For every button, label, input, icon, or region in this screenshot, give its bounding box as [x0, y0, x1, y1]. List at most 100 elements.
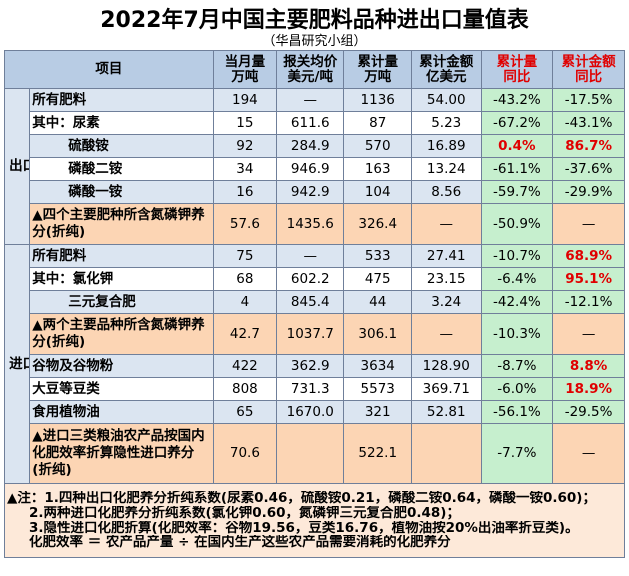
header-item: 项目 [4, 50, 214, 89]
cell-month-qty: 42.7 [212, 313, 278, 355]
cell-cum-qty: 570 [343, 134, 412, 158]
cell-cum-amount: 3.24 [410, 290, 482, 314]
cell-cum-amount-yoy: 86.7% [552, 134, 625, 158]
cell-cum-qty: 104 [343, 180, 412, 204]
cell-cum-amount-yoy: -12.1% [552, 290, 625, 314]
row-name: ▲进口三类粮油农产品按国内化肥效率折算隐性进口养分(折纯) [29, 423, 214, 484]
fertilizer-trade-table: 项目 当月量 万吨 报关均价 美元/吨 累计量 万吨 累计金额 亿美元 累计量 同比 累计… [3, 50, 625, 558]
section-label-import: 进口 [3, 244, 31, 484]
table-row: 其中：氯化钾 68 602.2 475 23.15 -6.4% 95.1% [5, 267, 625, 291]
cell-cum-qty-yoy: -43.2% [480, 88, 554, 112]
cell-month-qty: 194 [212, 88, 278, 112]
page-title: 2022年7月中国主要肥料品种进出口量值表 [100, 8, 529, 33]
cell-cum-amount-yoy: -29.5% [552, 400, 625, 424]
row-name: 大豆等豆类 [29, 377, 214, 401]
cell-month-qty: 92 [212, 134, 278, 158]
cell-avg-price: — [276, 244, 345, 268]
cell-cum-qty-yoy: -50.9% [480, 203, 554, 245]
cell-cum-amount: — [410, 203, 482, 245]
cell-avg-price [276, 423, 345, 484]
cell-cum-amount-yoy: 18.9% [552, 377, 625, 401]
cell-cum-qty: 44 [343, 290, 412, 314]
header-cum-qty-yoy: 累计量 同比 [480, 50, 554, 89]
cell-cum-qty: 533 [343, 244, 412, 268]
table-row: ▲四个主要肥种所含氮磷钾养分(折纯) 57.6 1435.6 326.4 — -… [5, 203, 625, 245]
cell-cum-amount: 16.89 [410, 134, 482, 158]
cell-cum-qty: 321 [343, 400, 412, 424]
cell-avg-price: 611.6 [276, 111, 345, 135]
row-name: ▲两个主要品种所含氮磷钾养分(折纯) [29, 313, 214, 355]
table-row: 磷酸二铵 34 946.9 163 13.24 -61.1% -37.6% [5, 157, 625, 181]
cell-cum-amount-yoy: — [552, 423, 625, 484]
cell-cum-qty-yoy: -10.3% [480, 313, 554, 355]
table-row: 进口 所有肥料 75 — 533 27.41 -10.7% 68.9% [3, 244, 625, 484]
cell-cum-qty-yoy: -6.0% [480, 377, 554, 401]
cell-cum-amount: 5.23 [410, 111, 482, 135]
cell-month-qty: 422 [212, 354, 278, 378]
cell-cum-amount-yoy: — [552, 313, 625, 355]
cell-avg-price: 1670.0 [276, 400, 345, 424]
cell-cum-qty: 1136 [343, 88, 412, 112]
cell-cum-qty-yoy: -6.4% [480, 267, 554, 291]
cell-cum-amount-yoy: 8.8% [552, 354, 625, 378]
cell-cum-amount-yoy: -43.1% [552, 111, 625, 135]
section-label-export: 出口 [3, 88, 31, 245]
cell-avg-price: 731.3 [276, 377, 345, 401]
cell-cum-amount: 27.41 [410, 244, 482, 268]
cell-cum-amount: — [410, 313, 482, 355]
row-name: 所有肥料 [29, 244, 214, 268]
cell-month-qty: 4 [212, 290, 278, 314]
cell-month-qty: 34 [212, 157, 278, 181]
cell-avg-price: 602.2 [276, 267, 345, 291]
row-name: 其中：尿素 [29, 111, 214, 135]
cell-avg-price: 362.9 [276, 354, 345, 378]
cell-month-qty: 57.6 [212, 203, 278, 245]
header-avg-price: 报关均价 美元/吨 [276, 50, 345, 89]
header-month-qty: 当月量 万吨 [212, 50, 278, 89]
cell-cum-qty-yoy: -10.7% [480, 244, 554, 268]
cell-cum-qty: 163 [343, 157, 412, 181]
cell-cum-qty-yoy: -67.2% [480, 111, 554, 135]
header-cum-amount-yoy: 累计金额 同比 [552, 50, 625, 89]
cell-avg-price: 1037.7 [276, 313, 345, 355]
cell-month-qty: 15 [212, 111, 278, 135]
cell-cum-qty: 326.4 [343, 203, 412, 245]
cell-avg-price: 942.9 [276, 180, 345, 204]
row-name: 所有肥料 [29, 88, 214, 112]
cell-cum-qty: 306.1 [343, 313, 412, 355]
table-row: ▲两个主要品种所含氮磷钾养分(折纯) 42.7 1037.7 306.1 — -… [5, 313, 625, 355]
row-name: 三元复合肥 [29, 290, 214, 314]
cell-cum-qty-yoy: -7.7% [480, 423, 554, 484]
cell-cum-amount-yoy: 68.9% [552, 244, 625, 268]
cell-cum-amount-yoy: -37.6% [552, 157, 625, 181]
cell-month-qty: 16 [212, 180, 278, 204]
note-line: 3.隐性进口化肥折算(化肥效率：谷物19.56，豆类16.76，植物油按20%出… [29, 520, 579, 536]
header-cum-qty: 累计量 万吨 [343, 50, 412, 89]
cell-cum-amount-yoy: -29.9% [552, 180, 625, 204]
table-row: 谷物及谷物粉 422 362.9 3634 128.90 -8.7% 8.8% [5, 354, 625, 378]
cell-cum-amount: 8.56 [410, 180, 482, 204]
cell-month-qty: 70.6 [212, 423, 278, 484]
table-row: 大豆等豆类 808 731.3 5573 369.71 -6.0% 18.9% [5, 377, 625, 401]
table-row: ▲进口三类粮油农产品按国内化肥效率折算隐性进口养分(折纯) 70.6 522.1… [5, 423, 625, 484]
cell-avg-price: — [276, 88, 345, 112]
cell-month-qty: 68 [212, 267, 278, 291]
cell-month-qty: 75 [212, 244, 278, 268]
table-row: 食用植物油 65 1670.0 321 52.81 -56.1% -29.5% [5, 400, 625, 424]
row-name: ▲四个主要肥种所含氮磷钾养分(折纯) [29, 203, 214, 245]
row-name: 食用植物油 [29, 400, 214, 424]
cell-cum-amount: 369.71 [410, 377, 482, 401]
cell-cum-qty-yoy: 0.4% [480, 134, 554, 158]
notes: ▲注：1.四种出口化肥养分折纯系数(尿素0.46，硫酸铵0.21，磷酸二铵0.6… [4, 483, 625, 558]
cell-cum-amount: 52.81 [410, 400, 482, 424]
note-line: 化肥效率 ＝ 农产品产量 ÷ 在国内生产这些农产品需要消耗的化肥养分 [29, 535, 451, 551]
cell-cum-amount-yoy: 95.1% [552, 267, 625, 291]
cell-cum-qty: 3634 [343, 354, 412, 378]
notes-row: ▲注：1.四种出口化肥养分折纯系数(尿素0.46，硫酸铵0.21，磷酸二铵0.6… [4, 483, 625, 558]
cell-cum-amount [410, 423, 482, 484]
cell-cum-amount: 13.24 [410, 157, 482, 181]
cell-month-qty: 808 [212, 377, 278, 401]
note-line: 2.两种进口化肥养分折纯系数(氯化钾0.60，氮磷钾三元复合肥0.48)； [29, 505, 460, 521]
cell-cum-qty-yoy: -8.7% [480, 354, 554, 378]
